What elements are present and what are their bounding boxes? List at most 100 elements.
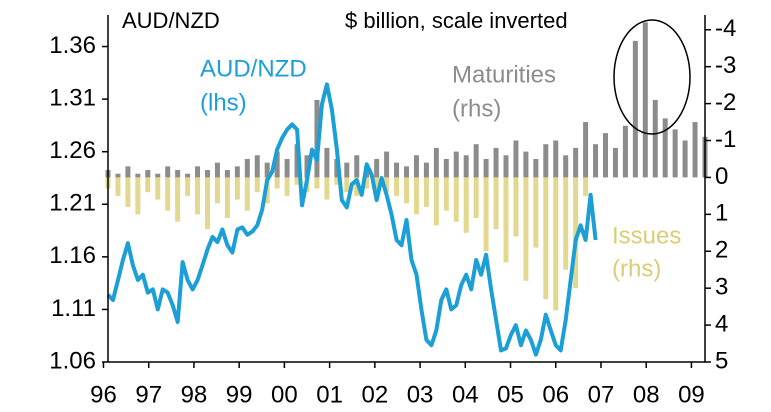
bar xyxy=(433,177,439,226)
bar xyxy=(165,177,171,211)
bar xyxy=(603,133,608,178)
bar xyxy=(195,166,201,178)
bar xyxy=(384,151,390,178)
x-tick-label: 97 xyxy=(135,381,162,408)
chart-title: AUD/NZD xyxy=(122,8,220,33)
bar xyxy=(175,170,181,178)
y2-tick-label: -1 xyxy=(715,126,736,153)
bar xyxy=(612,147,618,178)
bar xyxy=(463,177,469,233)
bar xyxy=(632,40,638,178)
bar xyxy=(563,177,569,270)
issues-label-axis: (rhs) xyxy=(612,255,661,282)
bar xyxy=(205,170,210,178)
bar xyxy=(404,177,409,204)
y-tick-label: 1.31 xyxy=(49,84,96,111)
bar xyxy=(145,177,151,193)
bar xyxy=(642,22,648,178)
x-tick-label: 08 xyxy=(633,381,660,408)
y2-tick-label: 4 xyxy=(715,310,728,337)
line-label-axis: (lhs) xyxy=(200,89,247,116)
x-tick-label: 02 xyxy=(361,381,388,408)
bar xyxy=(573,177,579,289)
bar xyxy=(493,147,499,178)
bar xyxy=(145,170,151,178)
y-tick-label: 1.16 xyxy=(49,242,96,269)
bar xyxy=(423,162,429,178)
bar xyxy=(214,162,220,178)
bar xyxy=(503,155,509,178)
bar xyxy=(354,177,360,196)
y2-tick-label: -2 xyxy=(715,89,736,116)
highlight-ellipse xyxy=(613,19,691,135)
bar xyxy=(463,155,469,178)
bar xyxy=(533,177,539,248)
bar xyxy=(344,177,350,193)
bar xyxy=(364,177,370,189)
bar xyxy=(274,177,280,189)
bar xyxy=(672,129,678,178)
bar xyxy=(284,177,290,196)
bar xyxy=(354,155,360,178)
bar xyxy=(443,177,449,211)
bar xyxy=(135,177,141,215)
bar xyxy=(344,162,350,178)
bar xyxy=(473,144,479,178)
bar xyxy=(652,99,658,178)
bar xyxy=(593,144,599,178)
bar xyxy=(543,177,549,300)
x-tick-label: 05 xyxy=(497,381,524,408)
bar xyxy=(384,177,390,193)
line xyxy=(106,82,598,357)
bar xyxy=(244,158,250,178)
bar xyxy=(583,122,589,178)
line-label: AUD/NZD xyxy=(200,55,307,82)
y2-tick-label: 0 xyxy=(715,163,728,190)
bar xyxy=(185,177,191,196)
bar xyxy=(523,177,529,281)
y2-tick-label: 3 xyxy=(715,274,728,301)
bar xyxy=(115,173,121,178)
bar xyxy=(284,158,290,178)
bar xyxy=(175,177,181,222)
x-tick-label: 09 xyxy=(678,381,705,408)
bar xyxy=(423,177,429,207)
bar xyxy=(254,177,260,193)
bar xyxy=(553,177,559,311)
bar xyxy=(254,155,260,178)
x-tick-label: 00 xyxy=(271,381,298,408)
bar xyxy=(523,151,529,178)
y2-tick-label: -3 xyxy=(715,52,736,79)
bar xyxy=(125,177,131,207)
maturities-label: Maturities xyxy=(452,61,556,88)
y2-axis-title: $ billion, scale inverted xyxy=(345,8,568,33)
bar xyxy=(483,177,489,252)
bar xyxy=(513,177,519,237)
bar xyxy=(394,162,400,178)
bar xyxy=(324,147,330,178)
bar xyxy=(115,177,121,196)
bar xyxy=(374,158,380,178)
y-tick-label: 1.21 xyxy=(49,190,96,217)
bar xyxy=(493,177,499,230)
issues-label: Issues xyxy=(612,222,681,249)
y-tick-label: 1.26 xyxy=(49,137,96,164)
bar xyxy=(135,173,141,178)
bar xyxy=(214,177,220,204)
bar xyxy=(205,177,210,230)
bar xyxy=(433,147,439,178)
bar xyxy=(404,166,409,178)
bar xyxy=(622,125,628,178)
y2-tick-label: 2 xyxy=(715,237,728,264)
x-tick-label: 04 xyxy=(452,381,479,408)
x-tick-label: 96 xyxy=(90,381,117,408)
maturities-label-axis: (rhs) xyxy=(452,95,501,122)
bar xyxy=(513,140,519,178)
x-tick-label: 07 xyxy=(588,381,615,408)
bar xyxy=(583,177,589,196)
x-tick-label: 98 xyxy=(181,381,208,408)
bar xyxy=(264,162,270,178)
bar xyxy=(394,177,400,196)
